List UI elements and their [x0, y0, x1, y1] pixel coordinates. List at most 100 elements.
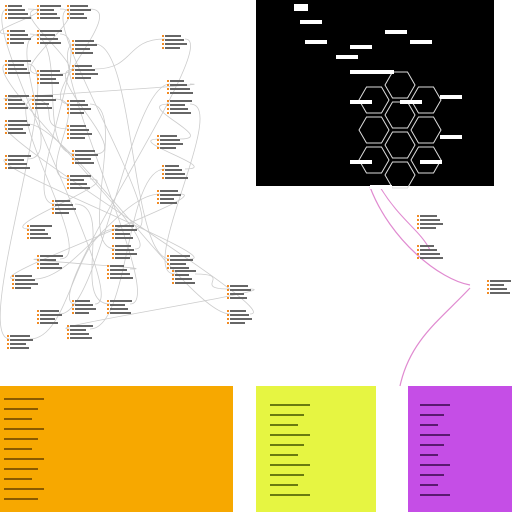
node-port	[67, 129, 69, 131]
node-port	[72, 52, 74, 54]
node-row	[110, 269, 127, 271]
orange-row	[4, 478, 32, 480]
preview-node-box	[385, 30, 407, 34]
graph-node[interactable]	[67, 325, 93, 339]
node-port	[67, 183, 69, 185]
node-row	[8, 159, 24, 161]
node-row	[165, 43, 187, 45]
node-row	[160, 135, 177, 137]
graph-node[interactable]	[7, 335, 33, 349]
node-row	[70, 108, 91, 110]
node-row	[75, 158, 91, 160]
node-row	[170, 112, 191, 114]
wire	[3, 83, 195, 100]
graph-node[interactable]	[72, 150, 98, 164]
node-row	[170, 267, 189, 269]
node-port	[52, 208, 54, 210]
node-port	[27, 233, 29, 235]
node-port	[37, 82, 39, 84]
graph-node[interactable]	[417, 215, 443, 229]
graph-node[interactable]	[52, 200, 76, 214]
node-row	[10, 38, 31, 40]
node-port	[72, 154, 74, 156]
node-row	[55, 208, 76, 210]
graph-node[interactable]	[37, 255, 63, 269]
preview-node-box	[336, 55, 358, 59]
graph-node[interactable]	[5, 120, 30, 134]
node-port	[227, 322, 229, 324]
graph-node[interactable]	[162, 165, 188, 179]
node-port	[5, 124, 7, 126]
graph-node[interactable]	[172, 270, 196, 284]
node-row	[40, 82, 59, 84]
graph-node[interactable]	[5, 95, 29, 109]
graph-node[interactable]	[7, 30, 31, 44]
node-port	[12, 283, 14, 285]
node-row	[40, 42, 61, 44]
graph-node[interactable]	[67, 5, 91, 19]
graph-node[interactable]	[27, 225, 52, 239]
graph-node[interactable]	[72, 65, 98, 79]
graph-node[interactable]	[67, 125, 92, 139]
wire	[159, 103, 191, 140]
graph-node[interactable]	[227, 310, 252, 324]
graph-node[interactable]	[67, 175, 91, 189]
node-row	[10, 335, 30, 337]
node-row	[70, 137, 85, 139]
graph-node[interactable]	[107, 265, 133, 279]
graph-node[interactable]	[37, 5, 61, 19]
graph-node[interactable]	[12, 275, 38, 289]
node-port	[7, 34, 9, 36]
graph-node[interactable]	[72, 40, 97, 54]
graph-node[interactable]	[37, 70, 63, 84]
wire	[164, 103, 201, 275]
graph-node[interactable]	[5, 5, 31, 19]
graph-node[interactable]	[32, 95, 56, 109]
node-port	[5, 68, 7, 70]
node-port	[67, 9, 69, 11]
node-row	[40, 38, 58, 40]
node-row	[40, 13, 57, 15]
graph-node[interactable]	[112, 225, 137, 239]
node-row	[230, 310, 246, 312]
preview-node-box	[440, 135, 462, 139]
graph-node[interactable]	[5, 60, 31, 74]
node-row	[70, 112, 84, 114]
node-row	[110, 312, 131, 314]
graph-node[interactable]	[67, 100, 91, 114]
graph-node[interactable]	[162, 35, 187, 49]
node-port	[37, 259, 39, 261]
node-port	[67, 333, 69, 335]
node-port	[5, 9, 7, 11]
graph-node[interactable]	[417, 245, 443, 259]
graph-node[interactable]	[167, 80, 193, 94]
graph-node[interactable]	[37, 310, 62, 324]
node-row	[35, 95, 53, 97]
node-port	[157, 135, 159, 137]
graph-node[interactable]	[487, 280, 511, 294]
graph-node[interactable]	[107, 300, 132, 314]
graph-node[interactable]	[37, 30, 62, 44]
node-port	[5, 99, 7, 101]
graph-node[interactable]	[72, 300, 96, 314]
node-port	[162, 177, 164, 179]
node-row	[160, 190, 178, 192]
node-row	[75, 300, 90, 302]
node-port	[72, 48, 74, 50]
node-port	[67, 13, 69, 15]
node-row	[70, 325, 93, 327]
graph-node[interactable]	[167, 100, 192, 114]
graph-node[interactable]	[157, 135, 183, 149]
graph-node[interactable]	[167, 255, 193, 269]
node-port	[37, 263, 39, 265]
node-row	[8, 72, 30, 74]
node-port	[157, 143, 159, 145]
node-port	[5, 159, 7, 161]
graph-node[interactable]	[112, 245, 137, 259]
graph-node[interactable]	[227, 285, 251, 299]
node-row	[70, 104, 88, 106]
graph-node[interactable]	[5, 155, 31, 169]
node-row	[115, 257, 130, 259]
graph-node[interactable]	[157, 190, 181, 204]
